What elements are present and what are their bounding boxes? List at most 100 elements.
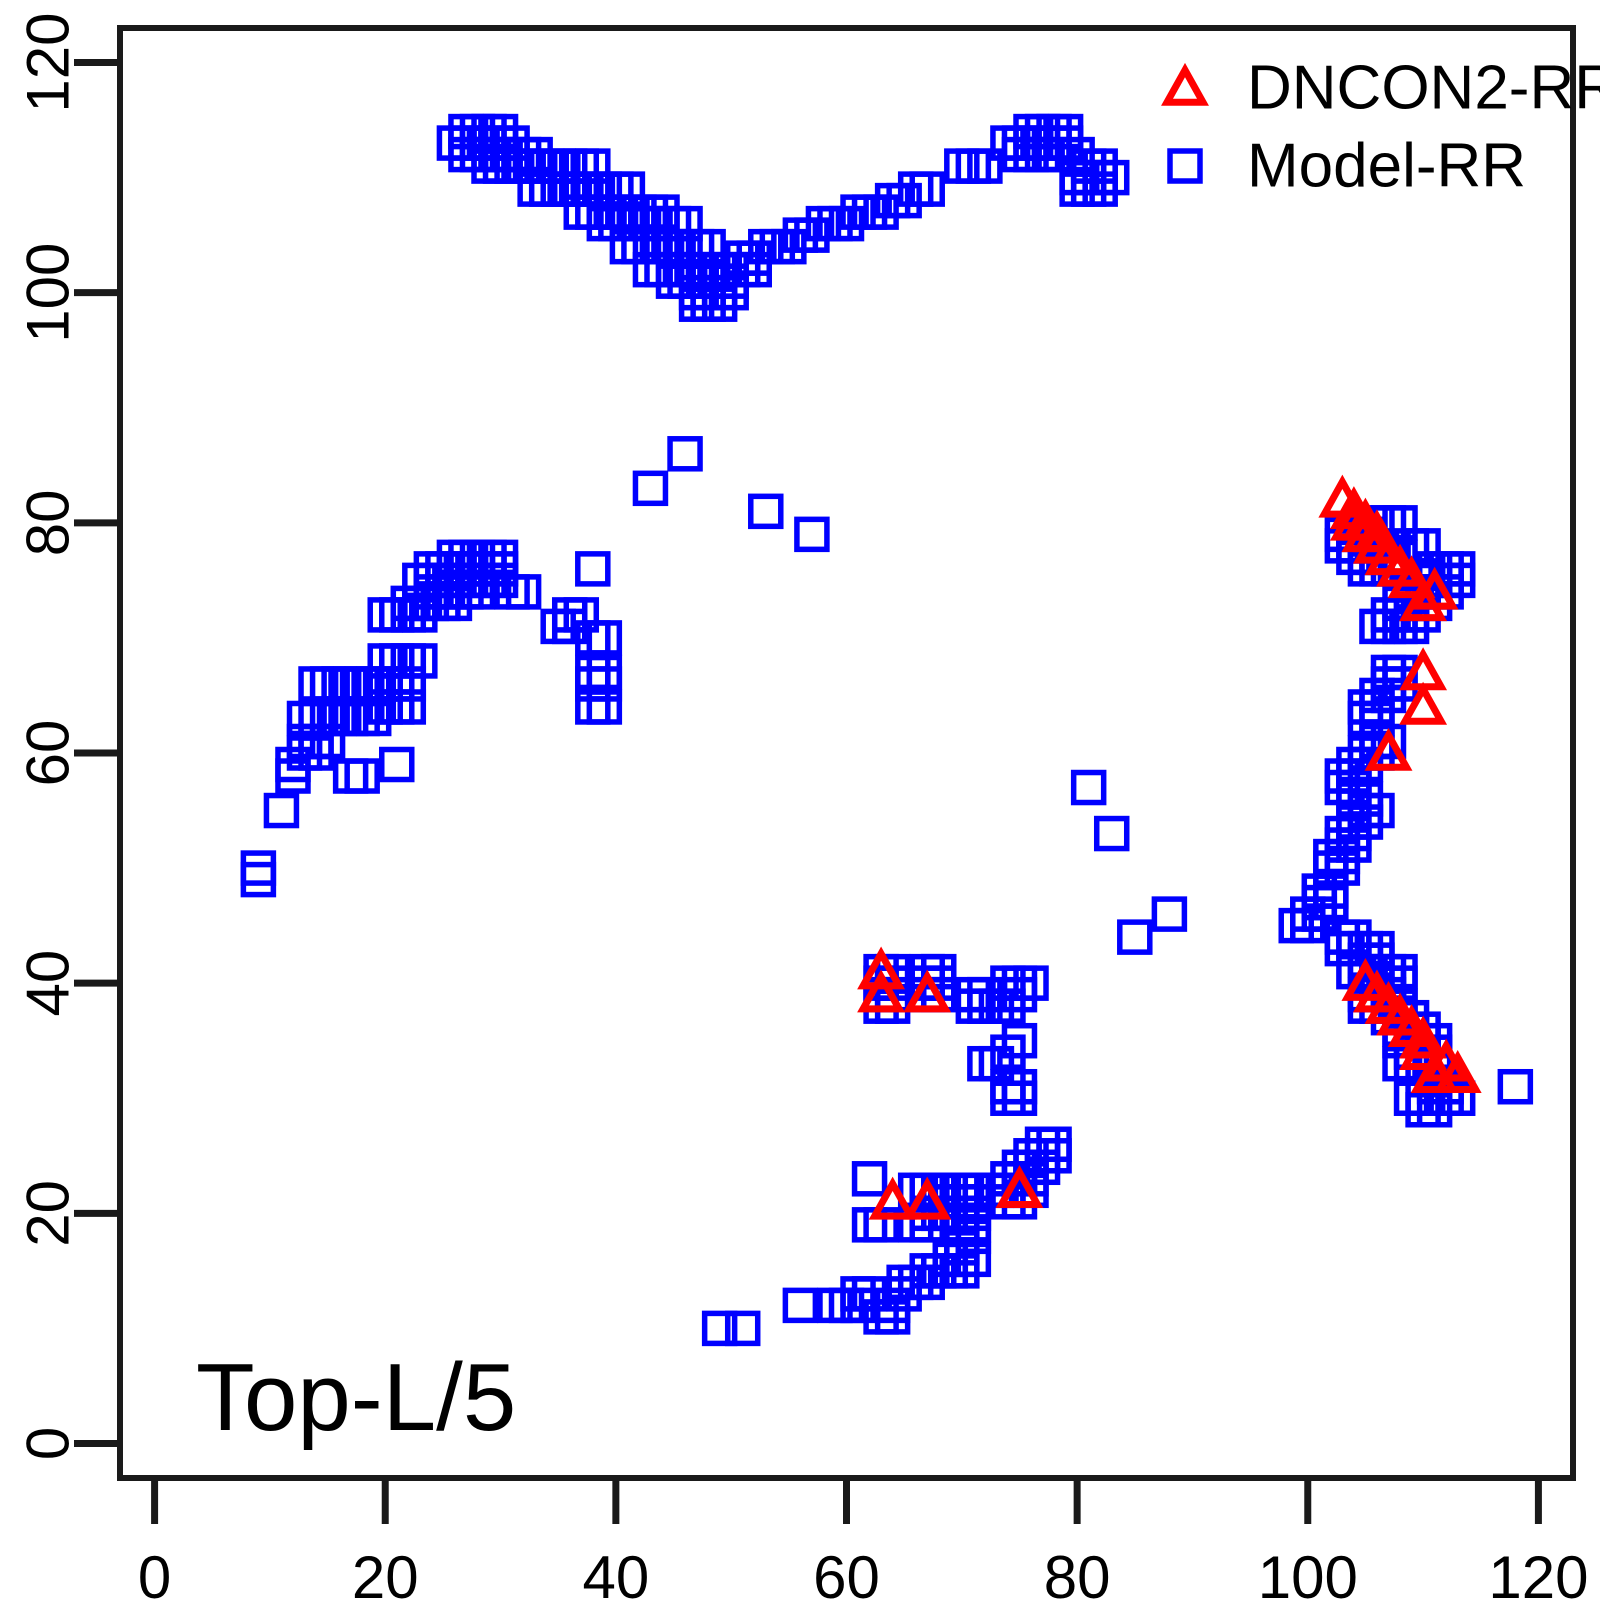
- model-rr-point: [828, 205, 865, 242]
- model-rr-point: [1167, 148, 1203, 184]
- model-rr-point: [955, 1172, 992, 1209]
- dncon2-rr-point: [1399, 1015, 1448, 1059]
- y-tick-label: 120: [15, 12, 82, 112]
- model-rr-point: [586, 654, 623, 691]
- model-rr-point: [967, 976, 1003, 1013]
- dncon2-rr-point: [1410, 1050, 1459, 1093]
- model-rr-point: [748, 493, 784, 530]
- y-tick-label: 60: [15, 720, 82, 787]
- model-rr-point: [275, 746, 311, 783]
- dncon2-rr-point: [1341, 497, 1390, 541]
- dncon2-rr-point: [903, 1176, 952, 1220]
- model-rr-point: [1370, 723, 1407, 760]
- legend-label: Model-RR: [1247, 132, 1526, 201]
- model-rr-point: [1093, 159, 1130, 196]
- model-rr-point: [1001, 1080, 1038, 1116]
- dncon2-rr-point: [868, 1176, 917, 1220]
- dncon2-rr-point: [1387, 555, 1436, 599]
- model-rr-point: [874, 1287, 911, 1324]
- x-tick-label: 60: [813, 1544, 880, 1600]
- model-rr-point: [494, 125, 530, 161]
- model-rr-point: [1151, 896, 1188, 932]
- plot-frame: [117, 25, 1576, 1481]
- dncon2-rr-point: [1352, 969, 1401, 1013]
- dncon2-rr-point: [1399, 578, 1448, 622]
- model-rr-point: [690, 228, 726, 265]
- dncon2-rr-point: [1364, 532, 1413, 576]
- model-rr-point: [1497, 1068, 1534, 1105]
- dncon2-rr-point: [1376, 543, 1424, 587]
- model-rr-point: [1439, 551, 1476, 587]
- model-rr-point: [644, 194, 680, 230]
- y-tick-label: 0: [15, 1427, 82, 1460]
- model-rr-point: [563, 597, 600, 633]
- model-rr-point: [667, 205, 703, 242]
- y-tick-label: 100: [15, 243, 82, 343]
- model-rr-point: [886, 182, 922, 219]
- model-rr-point: [713, 251, 749, 288]
- model-rr-point: [586, 689, 623, 725]
- model-rr-point: [909, 171, 945, 207]
- dncon2-rr-point: [857, 969, 906, 1013]
- model-rr-point: [379, 746, 415, 783]
- model-rr-point: [955, 148, 992, 184]
- model-rr-point: [575, 551, 611, 587]
- data-points-layer: [240, 113, 1534, 1347]
- model-rr-point: [632, 470, 669, 507]
- dncon2-rr-point: [1318, 474, 1367, 518]
- dncon2-rr-point: [857, 946, 906, 990]
- axes-group: 0 20 40 60 80 100 120 0 20 40 60 80 100 120: [15, 12, 1589, 1600]
- model-rr-point: [921, 953, 957, 990]
- dncon2-rr-point: [1399, 1027, 1448, 1070]
- model-rr-point: [586, 620, 623, 656]
- model-rr-point: [794, 217, 830, 253]
- model-rr-point: [575, 654, 611, 691]
- model-rr-point: [851, 1276, 888, 1312]
- dncon2-rr-point: [1364, 981, 1413, 1024]
- x-tick-label: 40: [582, 1544, 649, 1600]
- model-rr-point: [955, 1241, 992, 1278]
- model-rr-point: [1093, 815, 1130, 852]
- top-l5-label: Top-L/5: [196, 1344, 516, 1451]
- model-rr-point: [390, 666, 427, 702]
- model-rr-point: [863, 194, 899, 230]
- model-rr-point: [609, 171, 646, 207]
- model-rr-point: [1047, 113, 1084, 150]
- dncon2-rr-point: [1329, 486, 1378, 530]
- legend-label: DNCON2-RR: [1247, 54, 1600, 123]
- model-rr-point: [1382, 953, 1418, 990]
- model-rr-point: [771, 228, 807, 265]
- model-rr-point: [1382, 505, 1418, 541]
- model-rr-point: [736, 240, 772, 276]
- model-rr-point: [978, 1045, 1015, 1082]
- model-rr-point: [517, 136, 553, 173]
- model-rr-point: [724, 1310, 761, 1347]
- model-rr-point: [1336, 919, 1372, 955]
- model-rr-point: [1359, 792, 1395, 829]
- x-tick-label: 120: [1488, 1544, 1588, 1600]
- model-rr-point: [240, 861, 277, 898]
- model-rr-point: [402, 643, 438, 679]
- model-rr-point: [1439, 1080, 1476, 1116]
- model-rr-point: [1313, 873, 1349, 909]
- annotation-layer: Top-L/5: [196, 1344, 516, 1451]
- x-tick-label: 20: [352, 1544, 419, 1600]
- dncon2-rr-point: [1161, 62, 1209, 106]
- model-rr-point: [782, 1287, 819, 1324]
- model-rr-point: [1416, 1091, 1453, 1128]
- model-rr-point: [344, 758, 380, 794]
- model-rr-point: [355, 700, 392, 737]
- dncon2-rr-point: [1341, 957, 1390, 1001]
- model-rr-point: [240, 850, 277, 886]
- model-rr-point: [1059, 136, 1095, 173]
- model-rr-point: [1359, 930, 1395, 967]
- dncon2-rr-point: [1387, 1004, 1436, 1047]
- model-rr-point: [990, 1080, 1026, 1116]
- model-rr-point: [1082, 171, 1118, 207]
- model-rr-point: [1405, 528, 1441, 564]
- model-rr-point: [1036, 1126, 1072, 1163]
- model-rr-point: [309, 723, 346, 760]
- model-rr-point: [794, 516, 830, 553]
